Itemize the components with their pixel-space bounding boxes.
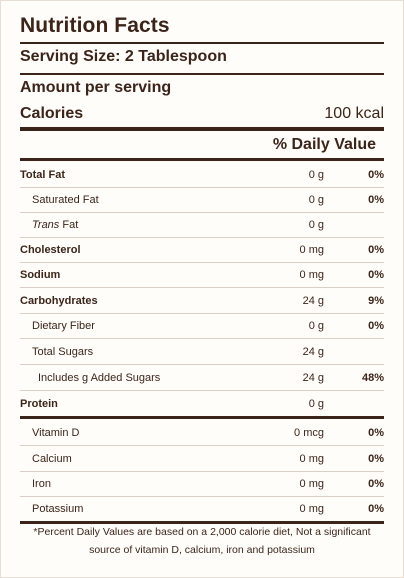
serving-rule <box>20 73 384 75</box>
calories-rule <box>20 127 384 131</box>
nutrient-amount: 0 mg <box>299 502 324 515</box>
nutrient-name: Calcium <box>32 452 72 465</box>
nutrient-name: Total Sugars <box>32 345 94 358</box>
nutrient-name: Cholesterol <box>20 243 81 256</box>
nutrient-amount: 24 g <box>302 371 324 384</box>
nutrient-amount: 0 g <box>308 397 324 410</box>
nutrient-dv: 0% <box>368 193 384 206</box>
nutrient-row-total-fat: Total Fat 0 g 0% <box>20 162 384 188</box>
nutrient-dv: 0% <box>368 319 384 332</box>
nutrient-name: Trans Fat <box>20 219 234 231</box>
nutrient-row-added-sugars: Includes g Added Sugars 24 g 48% <box>20 365 384 391</box>
nutrient-amount: 0 mg <box>299 243 324 256</box>
nutrient-name: Dietary Fiber <box>32 319 95 332</box>
nutrient-row-protein: Protein 0 g <box>20 391 384 419</box>
nutrient-row-trans-fat: Trans Fat 0 g <box>20 212 384 238</box>
trans-italic: Trans <box>32 218 60 231</box>
nutrient-row-vitamin-d: Vitamin D 0 mcg 0% <box>20 420 384 446</box>
nutrient-row-saturated-fat: Saturated Fat 0 g 0% <box>20 187 384 213</box>
nutrient-amount: 0 mg <box>299 477 324 490</box>
header-rule <box>20 158 384 161</box>
trans-rest: Fat <box>59 218 79 231</box>
nutrient-name: Iron <box>32 477 51 490</box>
nutrient-name: Carbohydrates <box>20 294 98 307</box>
nutrient-name: Total Fat <box>20 168 66 181</box>
nutrient-row-potassium: Potassium 0 mg 0% <box>20 496 384 524</box>
nutrient-dv: 0% <box>368 452 384 465</box>
nutrient-dv: 0% <box>368 502 384 515</box>
serving-size: Serving Size: 2 Tablespoon <box>20 48 227 65</box>
nutrient-row-sodium: Sodium 0 mg 0% <box>20 262 384 288</box>
footnote: *Percent Daily Values are based on a 2,0… <box>33 526 371 556</box>
nutrient-amount: 0 mg <box>299 452 324 465</box>
nutrient-amount: 0 mcg <box>294 426 324 439</box>
nutrient-dv: 0% <box>368 477 384 490</box>
nutrient-amount: 0 g <box>308 218 324 231</box>
nutrient-row-iron: Iron 0 mg 0% <box>20 471 384 497</box>
nutrient-row-total-sugars: Total Sugars 24 g <box>20 339 384 365</box>
nutrient-dv: 0% <box>368 268 384 281</box>
nutrient-dv: 0% <box>368 168 384 181</box>
nutrient-name: Saturated Fat <box>32 193 99 206</box>
nutrient-name: Protein <box>20 397 58 410</box>
nutrient-name: Includes g Added Sugars <box>38 371 161 384</box>
calories-row: Calories 100 kcal <box>20 103 384 125</box>
amount-per-serving: Amount per serving <box>20 79 172 96</box>
nutrient-dv: 0% <box>368 426 384 439</box>
calories-value: 100 kcal <box>324 105 384 122</box>
nutrient-amount: 0 g <box>308 193 324 206</box>
nutrient-dv: 9% <box>368 294 384 307</box>
nutrient-amount: 24 g <box>302 345 324 358</box>
calories-label: Calories <box>20 105 84 122</box>
title-rule <box>20 42 384 44</box>
label-title: Nutrition Facts <box>20 14 170 37</box>
nutrient-name: Potassium <box>32 502 84 515</box>
daily-value-header: % Daily Value <box>272 136 376 153</box>
nutrient-name: Vitamin D <box>32 426 80 439</box>
nutrient-dv: 0% <box>368 243 384 256</box>
nutrient-row-dietary-fiber: Dietary Fiber 0 g 0% <box>20 313 384 339</box>
nutrient-amount: 24 g <box>302 294 324 307</box>
nutrient-row-cholesterol: Cholesterol 0 mg 0% <box>20 237 384 263</box>
nutrient-row-carbohydrates: Carbohydrates 24 g 9% <box>20 288 384 314</box>
nutrient-amount: 0 mg <box>299 268 324 281</box>
nutrient-amount: 0 g <box>308 168 324 181</box>
nutrient-dv: 48% <box>361 371 384 384</box>
nutrient-amount: 0 g <box>308 319 324 332</box>
nutrient-row-calcium: Calcium 0 mg 0% <box>20 446 384 472</box>
nutrient-name: Sodium <box>20 268 61 281</box>
